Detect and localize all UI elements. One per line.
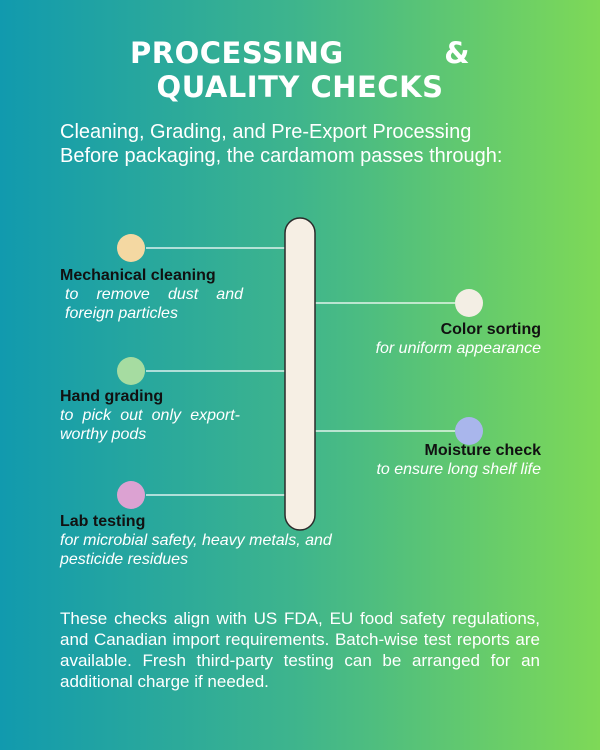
step-name: Moisture check: [424, 442, 541, 459]
step-description: to pick out only export-worthy pods: [60, 407, 240, 443]
footer-note: These checks align with US FDA, EU food …: [60, 609, 540, 691]
step: Moisture check to ensure long shelf life: [300, 441, 541, 479]
step-name: Lab testing: [60, 513, 146, 530]
step-description: for microbial safety, heavy metals, and …: [60, 532, 332, 568]
step-name: Mechanical cleaning: [60, 267, 216, 284]
step-dot: [455, 289, 483, 317]
step-dot: [117, 234, 145, 262]
intro: Cleaning, Grading, and Pre-Export Proces…: [60, 120, 540, 168]
intro-line: Cleaning, Grading, and Pre-Export Proces…: [60, 121, 472, 143]
step-name: Hand grading: [60, 388, 164, 405]
step: Color sorting for uniform appearance: [300, 320, 541, 358]
step-dot: [455, 417, 483, 445]
step-name: Color sorting: [440, 321, 541, 338]
title: PROCESSING & QUALITY CHECKS: [60, 36, 540, 104]
step-description: to ensure long shelf life: [376, 461, 541, 478]
step-dot: [117, 481, 145, 509]
step-dot: [117, 357, 145, 385]
step: Hand grading to pick out only export-wor…: [60, 387, 240, 444]
central-pill: [284, 217, 316, 531]
step: Mechanical cleaning to remove dust and f…: [60, 266, 250, 323]
step: Lab testing for microbial safety, heavy …: [60, 512, 340, 569]
title-line: QUALITY CHECKS: [156, 70, 444, 104]
title-line: PROCESSING &: [130, 36, 470, 70]
step-description: to remove dust and foreign particles: [65, 286, 243, 322]
intro-line: Before packaging, the cardamom passes th…: [60, 145, 503, 167]
step-description: for uniform appearance: [375, 340, 541, 357]
